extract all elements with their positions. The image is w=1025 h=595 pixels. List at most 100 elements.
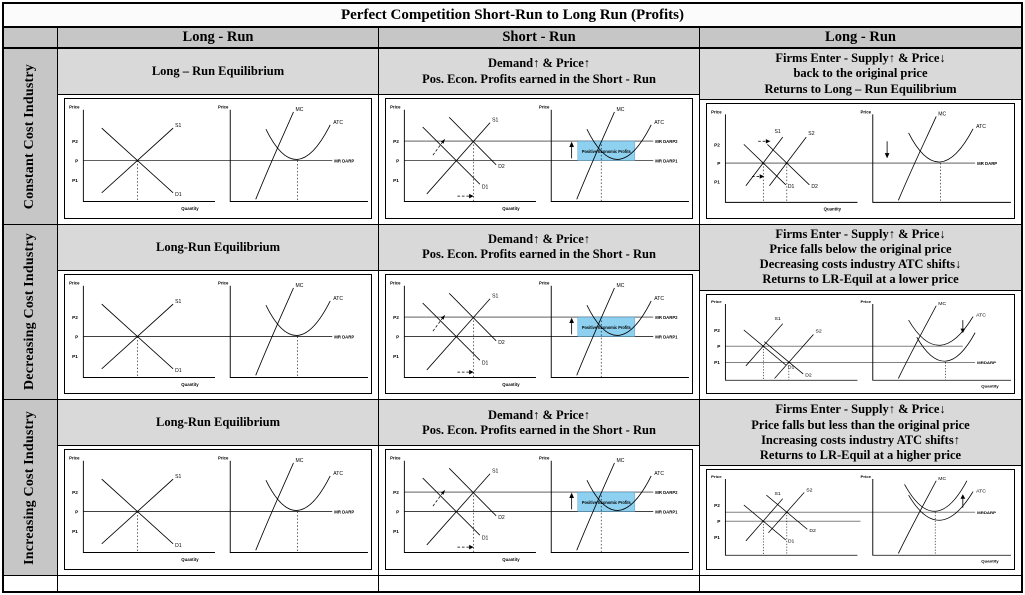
s1-label: S1 [775, 492, 782, 498]
atc-curve [265, 124, 331, 160]
atc-shifted-down-curve [916, 332, 976, 362]
price-axis-label: Price [390, 456, 401, 461]
mc-label: MC [938, 111, 946, 117]
positive-profit-label: Positive Economic Profits [582, 324, 632, 329]
row-label-text: Constant Cost Industry [22, 63, 38, 209]
price-axis-label: Price [390, 105, 401, 110]
s1-label: S1 [175, 474, 181, 480]
lr-equilibrium-graphs: Price Quantity P2 P P1 S1 D1 MR DARP Pri… [69, 280, 368, 387]
heading-line: back to the original price [793, 66, 928, 81]
column-header-long-run-1: Long - Run [58, 28, 379, 49]
price-axis-label: Price [711, 109, 722, 114]
s2-label: S2 [815, 329, 822, 335]
demand-d1-curve [743, 329, 787, 365]
p-tick: P [75, 159, 79, 165]
price-axis-label: Price [711, 299, 722, 304]
heading-line: Pos. Econ. Profits earned in the Short -… [422, 422, 656, 437]
market-axes [403, 285, 536, 378]
arrowhead [960, 328, 966, 333]
supply-s1-curve [426, 298, 491, 370]
supply-s1-curve [426, 122, 491, 195]
atc-label: ATC [654, 471, 664, 477]
positive-profit-label: Positive Economic Profits [582, 500, 632, 505]
d1-label: D1 [482, 536, 489, 542]
atc-label: ATC [654, 120, 664, 126]
mr-darp-label: MR DARP [334, 510, 354, 515]
arrowhead [884, 152, 890, 159]
supply-s2-curve [774, 333, 814, 379]
decreasing-cost-lr-graphs: Price P2 P P1 S1 S2 D1 D2 [711, 299, 1011, 388]
s2-label: S2 [808, 131, 814, 137]
price-axis-label: Price [539, 280, 550, 285]
graph-area: Price P2 P P1 S1 S2 D1 D2 [700, 466, 1021, 575]
supply-s1-curve [426, 473, 491, 546]
column-header-row: Long - Run Short - Run Long - Run [4, 28, 1021, 49]
p1-tick: P1 [72, 178, 78, 184]
firm-axes [550, 109, 689, 202]
mr-darp-label: MR DARP [334, 159, 354, 164]
atc-label: ATC [654, 295, 664, 301]
short-run-profit-graphs: Price Quantity P2 P P1 S1 D1 D2 [390, 280, 689, 387]
arrowhead [569, 492, 574, 499]
p-tick: P [75, 334, 79, 340]
atc-curve [908, 128, 974, 163]
cell-increasing-lr-equilibrium: Long-Run Equilibrium Price Quantity P2 P… [58, 400, 379, 576]
firm-axes [229, 285, 368, 378]
heading-line: Firms Enter - Supply↑ & Price↓ [775, 51, 946, 65]
mc-curve [576, 287, 615, 376]
graph-area: Price P2 P P1 S1 S2 D1 D2 [700, 291, 1021, 400]
atc-label: ATC [976, 489, 986, 495]
d2-label: D2 [498, 340, 505, 346]
mc-label: MC [617, 107, 625, 113]
row-label-decreasing-cost: Decreasing Cost Industry [4, 224, 58, 401]
column-header-short-run: Short - Run [379, 28, 700, 49]
quantity-axis-label: Quantity [824, 206, 842, 211]
price-axis-label: Price [861, 475, 872, 480]
price-axis-label: Price [390, 280, 401, 285]
demand-d1-curve [743, 143, 787, 185]
row-constant-cost: Constant Cost Industry Long – Run Equili… [4, 49, 1021, 225]
cell-heading: Long-Run Equilibrium [58, 400, 378, 447]
p2-tick: P2 [393, 315, 399, 321]
d2-label: D2 [498, 515, 505, 521]
row-label-constant-cost: Constant Cost Industry [4, 49, 58, 225]
cell-constant-lr-return: Firms Enter - Supply↑ & Price↓ back to t… [700, 49, 1021, 225]
atc-label: ATC [976, 124, 986, 130]
p2-tick: P2 [714, 503, 720, 508]
s1-label: S1 [175, 123, 181, 129]
mc-label: MC [617, 282, 625, 288]
p-tick: P [396, 159, 400, 165]
demand-d1-curve [422, 478, 481, 536]
p2-tick: P2 [72, 490, 78, 496]
row-label-increasing-cost: Increasing Cost Industry [4, 400, 58, 576]
row-label-text: Decreasing Cost Industry [22, 233, 38, 391]
d1-label: D1 [175, 192, 182, 198]
p1-tick: P1 [72, 354, 78, 360]
increasing-cost-lr-graphs: Price P2 P P1 S1 S2 D1 D2 [711, 475, 1011, 564]
p1-tick: P1 [393, 178, 399, 184]
p-tick: P [717, 344, 720, 349]
p-tick: P [396, 334, 400, 340]
d1-label: D1 [175, 543, 182, 549]
page-title: Perfect Competition Short-Run to Long Ru… [4, 4, 1021, 28]
mr-darp2-label: MR DARP2 [655, 315, 678, 320]
supply-s2-curve [769, 136, 807, 186]
corner-cell [4, 28, 58, 49]
atc-curve [586, 476, 652, 512]
market-axes [403, 109, 536, 202]
graph-area: Price Quantity P2 P P1 S1 S2 D1 D2 [700, 100, 1021, 224]
market-axes [82, 461, 215, 554]
p1-tick: P1 [714, 179, 720, 185]
p-tick: P [717, 161, 720, 167]
mc-curve [255, 287, 294, 376]
mr-darp1-label: MR DARP1 [655, 334, 678, 339]
d1-label: D1 [482, 360, 489, 366]
arrowhead [469, 545, 474, 550]
s1-label: S1 [492, 293, 498, 299]
cell-heading: Long – Run Equilibrium [58, 49, 378, 95]
atc-curve [908, 491, 974, 521]
mr-darp-label: MR DARP [977, 161, 997, 166]
firm-axes [872, 114, 1011, 203]
market-axes [724, 114, 858, 203]
cell-constant-short-run: Demand↑ & Price↑ Pos. Econ. Profits earn… [379, 49, 700, 225]
